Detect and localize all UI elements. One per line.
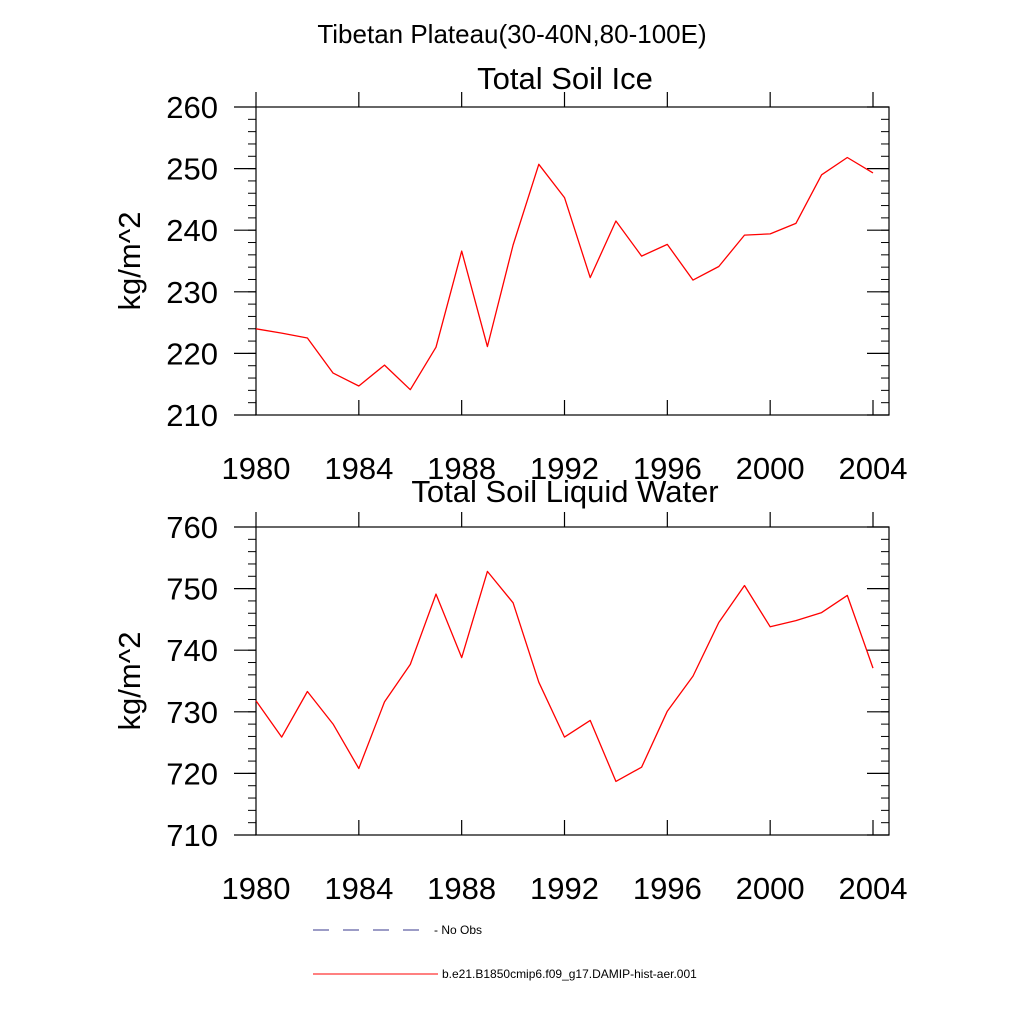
y-tick-label: 240 [166,213,218,248]
panel-title: Total Soil Ice [477,61,653,96]
x-tick-label: 1992 [530,451,599,486]
y-tick-label: 720 [166,756,218,791]
x-tick-label: 2004 [839,451,908,486]
legend-item-2: b.e21.B1850cmip6.f09_g17.DAMIP-hist-aer.… [313,967,697,981]
x-tick-label: 1996 [633,451,702,486]
figure-title: Tibetan Plateau(30-40N,80-100E) [317,19,706,49]
x-tick-label: 1992 [530,871,599,906]
x-tick-label: 1980 [222,451,291,486]
chart-panel-2: Total Soil Liquid Water kg/m^2 710 720 730 74… [112,474,907,906]
x-tick-label: 2004 [839,871,908,906]
series-line-1 [255,156,874,391]
legend-item-1: - No Obs [313,923,482,937]
legend: - No Obs b.e21.B1850cmip6.f09_g17.DAMIP-h… [313,923,697,981]
series-line-1 [255,570,874,783]
y-tick-label: 230 [166,275,218,310]
legend-label: - No Obs [434,923,482,937]
y-tick-label: 740 [166,633,218,668]
x-tick-label: 1988 [427,871,496,906]
y-tick-label: 760 [166,510,218,545]
panel-title: Total Soil Liquid Water [411,474,718,509]
chart-panels: Total Soil Ice kg/m^2 210 220 230 240 250 260 19… [112,61,907,906]
x-tick-label: 1984 [324,871,393,906]
plot-frame [255,526,890,836]
y-tick-label: 730 [166,695,218,730]
plot-frame [255,106,890,416]
y-tick-label: 260 [166,90,218,125]
y-axis-label: kg/m^2 [112,212,147,311]
chart-panel-1: Total Soil Ice kg/m^2 210 220 230 240 250 260 19… [112,61,907,486]
legend-label: b.e21.B1850cmip6.f09_g17.DAMIP-hist-aer.… [442,967,697,981]
x-tick-label: 1984 [324,451,393,486]
x-tick-label: 2000 [736,451,805,486]
x-tick-label: 1980 [222,871,291,906]
y-tick-label: 750 [166,572,218,607]
x-tick-label: 1996 [633,871,702,906]
y-tick-label: 250 [166,152,218,187]
y-tick-label: 220 [166,336,218,371]
x-tick-label: 1988 [427,451,496,486]
y-tick-label: 710 [166,818,218,853]
y-axis-label: kg/m^2 [112,632,147,731]
y-tick-label: 210 [166,398,218,433]
x-tick-label: 2000 [736,871,805,906]
